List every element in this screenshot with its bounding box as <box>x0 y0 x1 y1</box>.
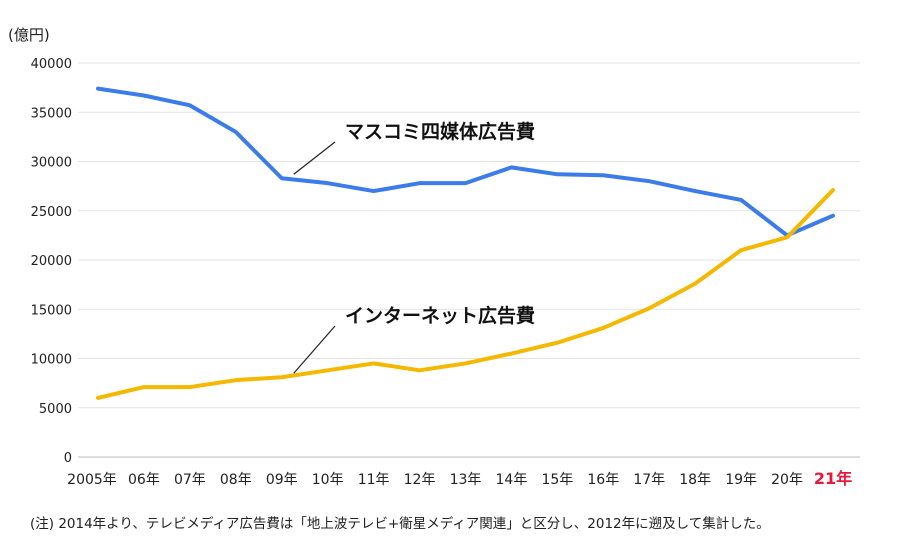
y-tick-label: 0 <box>64 451 72 466</box>
x-tick-label: 16年 <box>587 472 619 488</box>
annotation-leader-line <box>293 325 336 374</box>
y-tick-label: 15000 <box>31 303 72 318</box>
y-tick-label: 40000 <box>31 57 72 72</box>
x-tick-label: 14年 <box>496 472 528 488</box>
x-tick-label: 12年 <box>404 472 436 488</box>
annotation-leader-line <box>293 141 336 175</box>
y-axis-unit: (億円) <box>8 26 50 44</box>
x-tick-label: 15年 <box>541 472 573 488</box>
y-tick-label: 10000 <box>31 353 72 368</box>
x-tick-label: 19年 <box>725 472 757 488</box>
x-tick-label: 20年 <box>771 472 803 488</box>
y-tick-label: 25000 <box>31 205 72 220</box>
series-label: マスコミ四媒体広告費 <box>345 120 535 143</box>
y-tick-label: 5000 <box>39 402 72 417</box>
footnote: (注) 2014年より、テレビメディア広告費は「地上波テレビ+衛星メディア関連」… <box>30 516 770 532</box>
x-tick-label: 11年 <box>358 472 390 488</box>
x-tick-label: 08年 <box>220 472 252 488</box>
x-tick-label: 09年 <box>266 472 298 488</box>
series-label: インターネット広告費 <box>345 304 535 327</box>
x-tick-label: 21年 <box>814 469 852 488</box>
y-tick-label: 30000 <box>31 156 72 171</box>
x-tick-label: 06年 <box>128 472 160 488</box>
x-tick-label: 18年 <box>679 472 711 488</box>
x-tick-label: 10年 <box>312 472 344 488</box>
x-tick-label: 13年 <box>450 472 482 488</box>
x-tick-label: 17年 <box>633 472 665 488</box>
series-line-2 <box>96 188 835 400</box>
x-tick-label: 2005年 <box>67 472 117 488</box>
y-tick-label: 20000 <box>31 254 72 269</box>
y-tick-label: 35000 <box>31 106 72 121</box>
x-tick-label: 07年 <box>174 472 206 488</box>
